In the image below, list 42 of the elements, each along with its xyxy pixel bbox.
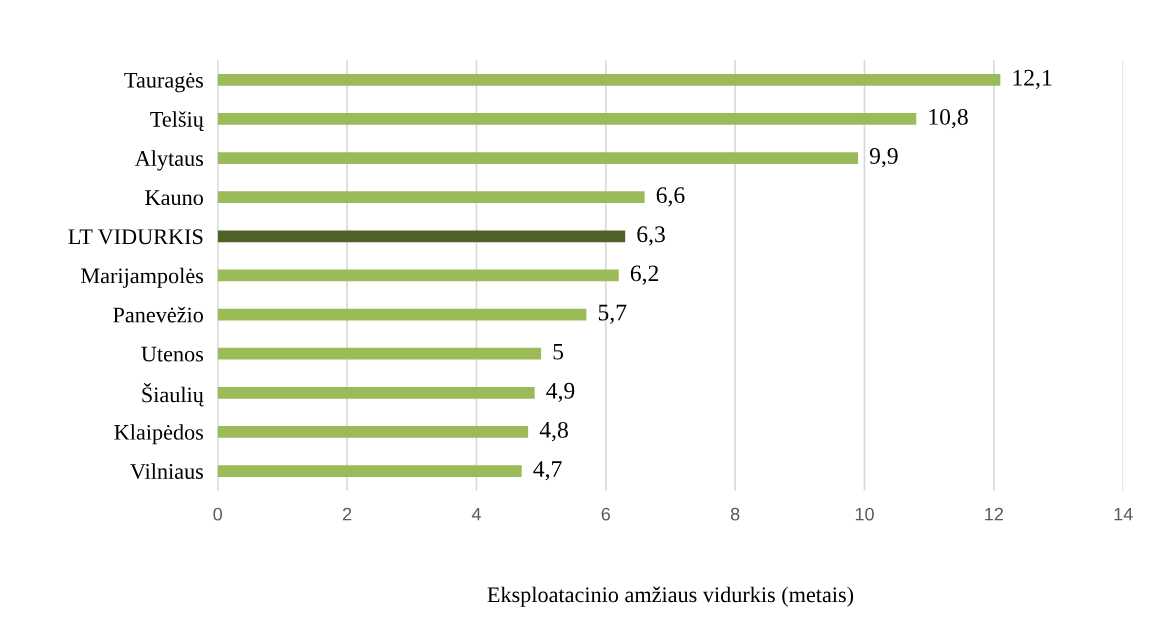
data-label: 5 — [553, 343, 564, 360]
data-label: 6,3 — [637, 226, 665, 246]
bar — [217, 113, 917, 125]
data-label: 9,9 — [869, 148, 898, 168]
x-tick-label: 6 — [601, 507, 611, 521]
data-label: 4,8 — [539, 421, 568, 442]
x-axis-title: Eksploatacinio amžiaus vidurkis (metais) — [487, 586, 854, 607]
y-tick-label: Tauragės — [124, 72, 204, 93]
bar — [217, 308, 587, 321]
x-tick-label: 8 — [730, 507, 740, 521]
data-label: 12,1 — [1013, 69, 1052, 90]
y-tick-label: Utenos — [141, 346, 204, 362]
data-label: 10,8 — [929, 108, 968, 129]
data-label: 4,9 — [546, 382, 575, 403]
y-tick-label: Panevėžio — [113, 306, 203, 323]
data-label: 6,6 — [656, 187, 685, 207]
bar — [217, 465, 522, 477]
y-tick-label: Vilniaus — [130, 463, 204, 480]
x-tick-label: 14 — [1114, 507, 1133, 521]
x-tick-label: 4 — [471, 507, 481, 521]
x-tick-label: 12 — [985, 507, 1003, 521]
x-tick-label: 2 — [342, 507, 352, 521]
y-tick-label: LT VIDURKIS — [68, 229, 203, 245]
y-tick-label: Klaipėdos — [114, 424, 204, 445]
y-tick-label: Telšių — [150, 111, 204, 131]
bar — [217, 152, 859, 164]
bar — [217, 347, 542, 360]
bar — [217, 426, 529, 438]
y-tick-label: Šiaulių — [142, 383, 204, 407]
data-label: 5,7 — [598, 304, 627, 324]
data-label: 4,7 — [533, 461, 562, 481]
y-tick-label: Kauno — [145, 190, 203, 206]
data-label: 6,2 — [630, 265, 659, 285]
bar — [217, 269, 619, 282]
x-tick-label: 10 — [855, 507, 874, 521]
bar — [217, 191, 645, 204]
x-tick-label: 0 — [213, 507, 223, 521]
bar — [217, 386, 535, 399]
y-tick-label: Alytaus — [134, 150, 204, 171]
y-tick-label: Marijampolės — [81, 267, 204, 288]
bar — [217, 230, 626, 243]
bar — [217, 73, 1001, 86]
